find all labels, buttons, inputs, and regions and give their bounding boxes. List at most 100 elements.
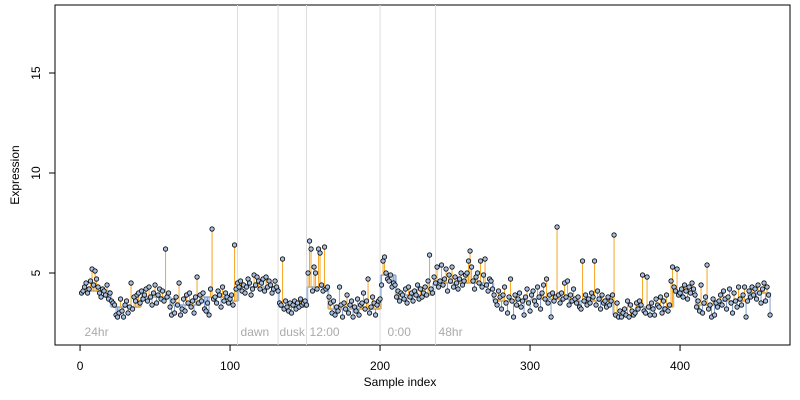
point (750, 292, 757, 298)
point (639, 272, 646, 278)
point (479, 284, 485, 290)
point (182, 308, 188, 314)
point (765, 292, 772, 298)
point (698, 282, 704, 288)
point (152, 282, 158, 288)
point (341, 300, 347, 306)
point (132, 298, 139, 304)
point (249, 286, 256, 292)
point (461, 278, 467, 284)
point (356, 312, 362, 318)
x-tick-label: 0 (77, 359, 84, 373)
point (453, 280, 460, 286)
point (680, 294, 686, 300)
point (573, 300, 580, 306)
point (170, 298, 176, 304)
point (414, 282, 421, 288)
point (206, 312, 212, 318)
point (425, 278, 431, 284)
point (476, 280, 482, 286)
point (752, 286, 758, 292)
point (548, 314, 554, 320)
point (719, 302, 725, 308)
point (422, 284, 428, 290)
point (491, 292, 497, 298)
point (456, 276, 463, 282)
point (173, 294, 179, 300)
point (177, 312, 184, 318)
point (176, 280, 182, 286)
point (336, 284, 343, 290)
point (651, 312, 658, 318)
y-tick-label: 15 (29, 66, 43, 80)
point (690, 286, 697, 292)
point (209, 226, 215, 232)
point (596, 296, 602, 302)
point (326, 294, 332, 300)
point (231, 242, 238, 248)
point (149, 302, 155, 308)
point (656, 304, 662, 310)
point (305, 270, 311, 276)
point (470, 278, 476, 284)
point (579, 258, 586, 264)
point (566, 302, 572, 308)
point (366, 310, 373, 316)
point (392, 282, 398, 288)
point (687, 290, 694, 296)
point (213, 300, 220, 306)
point (695, 298, 701, 304)
point (212, 294, 218, 300)
point (659, 310, 665, 316)
point (165, 290, 172, 296)
point (279, 256, 286, 262)
point (306, 238, 313, 244)
point (458, 270, 464, 276)
point (513, 302, 520, 308)
point (242, 290, 248, 296)
point (558, 290, 565, 296)
point (557, 300, 563, 306)
point (345, 310, 352, 316)
point (86, 286, 92, 292)
point (681, 282, 688, 288)
point (489, 286, 496, 292)
point (731, 290, 737, 296)
point (720, 288, 727, 294)
point (753, 296, 760, 302)
point (503, 300, 509, 306)
point (764, 284, 770, 290)
point (699, 310, 706, 316)
point (608, 298, 614, 304)
point (590, 294, 596, 300)
x-tick-label: 100 (220, 359, 240, 373)
point (107, 290, 113, 296)
point (368, 304, 374, 310)
point (128, 280, 134, 286)
point (186, 290, 193, 296)
annotation: dawn (241, 325, 270, 339)
point (429, 290, 436, 296)
point (524, 286, 530, 292)
point (488, 278, 494, 284)
point (150, 290, 157, 296)
point (159, 288, 166, 294)
point (119, 308, 125, 314)
point (257, 286, 263, 292)
point (144, 298, 151, 304)
point (507, 276, 514, 282)
point (174, 302, 181, 308)
point (348, 298, 355, 304)
point (444, 288, 451, 294)
point (275, 288, 281, 294)
point (570, 286, 577, 292)
point (467, 248, 473, 254)
point (609, 292, 616, 298)
point (185, 300, 191, 306)
point (111, 302, 118, 308)
point (597, 306, 604, 312)
point (377, 296, 383, 302)
point (354, 296, 361, 302)
point (324, 284, 331, 290)
point (494, 302, 500, 308)
